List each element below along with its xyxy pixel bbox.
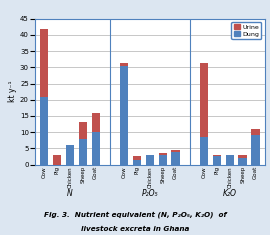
Text: K₂O: K₂O — [223, 189, 237, 198]
Bar — [158, 155, 167, 164]
Y-axis label: kt y⁻¹: kt y⁻¹ — [8, 81, 17, 102]
Bar — [226, 155, 234, 164]
Bar — [92, 132, 100, 164]
Text: P₂O₅: P₂O₅ — [141, 189, 158, 198]
Bar — [92, 113, 100, 132]
Bar — [40, 28, 48, 97]
Text: Fig. 3.  Nutrient equivalent (N, P₂O₅, K₂O)  of: Fig. 3. Nutrient equivalent (N, P₂O₅, K₂… — [44, 212, 226, 218]
Text: N: N — [67, 189, 73, 198]
Bar — [171, 152, 180, 164]
Bar — [40, 97, 48, 164]
Bar — [133, 160, 141, 164]
Bar — [213, 157, 221, 164]
Bar — [133, 157, 141, 160]
Bar — [120, 66, 128, 164]
Bar — [120, 63, 128, 66]
Bar — [251, 129, 260, 135]
Legend: Urine, Dung: Urine, Dung — [231, 22, 261, 39]
Bar — [238, 155, 247, 158]
Bar — [66, 145, 74, 164]
Bar — [200, 63, 208, 137]
Bar — [171, 150, 180, 152]
Bar — [146, 155, 154, 164]
Bar — [79, 122, 87, 139]
Bar — [251, 135, 260, 164]
Bar — [200, 137, 208, 164]
Bar — [79, 139, 87, 164]
Bar — [158, 153, 167, 155]
Bar — [238, 158, 247, 164]
Bar — [53, 155, 61, 164]
Text: livestock excreta in Ghana: livestock excreta in Ghana — [81, 226, 189, 232]
Bar — [213, 155, 221, 157]
